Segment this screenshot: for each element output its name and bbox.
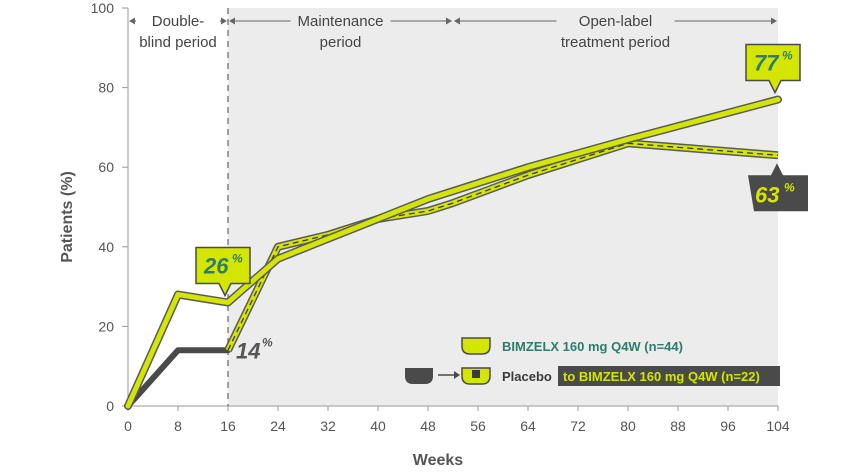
x-tick-label: 96: [720, 418, 736, 434]
y-tick-label: 100: [91, 0, 115, 16]
x-tick-label: 72: [570, 418, 586, 434]
legend-label-placebo-suffix: to BIMZELX 160 mg Q4W (n=22): [563, 369, 760, 384]
legend-swatch-marker: [472, 370, 480, 378]
x-tick-label: 24: [270, 418, 286, 434]
period-label: Open-label: [579, 13, 652, 30]
callout-box: [195, 246, 251, 298]
legend: BIMZELX 160 mg Q4W (n=44) Placebo to BIMZE…: [405, 337, 780, 386]
legend-arrow-head: [454, 371, 460, 379]
x-tick-label: 56: [470, 418, 486, 434]
y-tick-label: 80: [98, 80, 114, 96]
legend-label-bg: [558, 366, 780, 386]
callout-box: [745, 43, 801, 95]
x-tick-label: 0: [124, 418, 132, 434]
period-arrow-right: [771, 17, 777, 25]
callout-suffix: %: [784, 180, 795, 194]
period-arrow-right: [221, 17, 227, 25]
legend-swatch-bimzelx: [461, 337, 491, 355]
period-label: Maintenance: [298, 13, 384, 30]
x-axis-title: Weeks: [413, 452, 464, 469]
callout-value: 63: [755, 182, 779, 207]
callout-value: 77: [754, 51, 780, 76]
period-arrow-left: [129, 17, 135, 25]
callout-value: 26: [203, 254, 229, 279]
legend-label-bimzelx: BIMZELX 160 mg Q4W (n=44): [502, 339, 683, 354]
period-arrow-left: [229, 17, 235, 25]
x-tick-label: 80: [620, 418, 636, 434]
series-line-placebo-dash: [227, 142, 779, 351]
y-tick-label: 60: [98, 159, 114, 175]
callout-suffix: %: [262, 335, 273, 349]
callout-box: [748, 163, 808, 212]
shaded-region: [228, 8, 778, 406]
callout-14: 14%: [236, 335, 273, 363]
period-label: Double-: [152, 13, 205, 30]
y-tick-label: 40: [98, 239, 114, 255]
callout-value: 14: [236, 338, 260, 363]
y-axis-title: Patients (%): [59, 171, 76, 263]
series-line-bimzelx: [125, 97, 781, 409]
x-tick-label: 40: [370, 418, 386, 434]
x-tick-label: 8: [174, 418, 182, 434]
callout-26: 26%: [195, 246, 251, 298]
callout-63: 63%: [748, 163, 808, 212]
period-arrow-right: [446, 17, 452, 25]
period-label: period: [320, 34, 362, 51]
callout-suffix: %: [782, 49, 793, 63]
legend-swatch-placebo: [405, 368, 433, 384]
x-tick-label: 64: [520, 418, 536, 434]
x-tick-label: 48: [420, 418, 436, 434]
period-label: treatment period: [561, 34, 670, 51]
callout-suffix: %: [232, 252, 243, 266]
series-line-placebo-pre: [125, 347, 231, 409]
x-tick-label: 16: [220, 418, 236, 434]
x-tick-label: 88: [670, 418, 686, 434]
y-tick-label: 20: [98, 318, 114, 334]
x-tick-label: 32: [320, 418, 336, 434]
y-tick-label: 0: [106, 398, 114, 414]
x-tick-label: 104: [766, 418, 790, 434]
period-arrow-left: [454, 17, 460, 25]
callout-77: 77%: [745, 43, 801, 95]
legend-label-placebo: Placebo: [502, 369, 552, 384]
period-label: blind period: [139, 34, 217, 51]
